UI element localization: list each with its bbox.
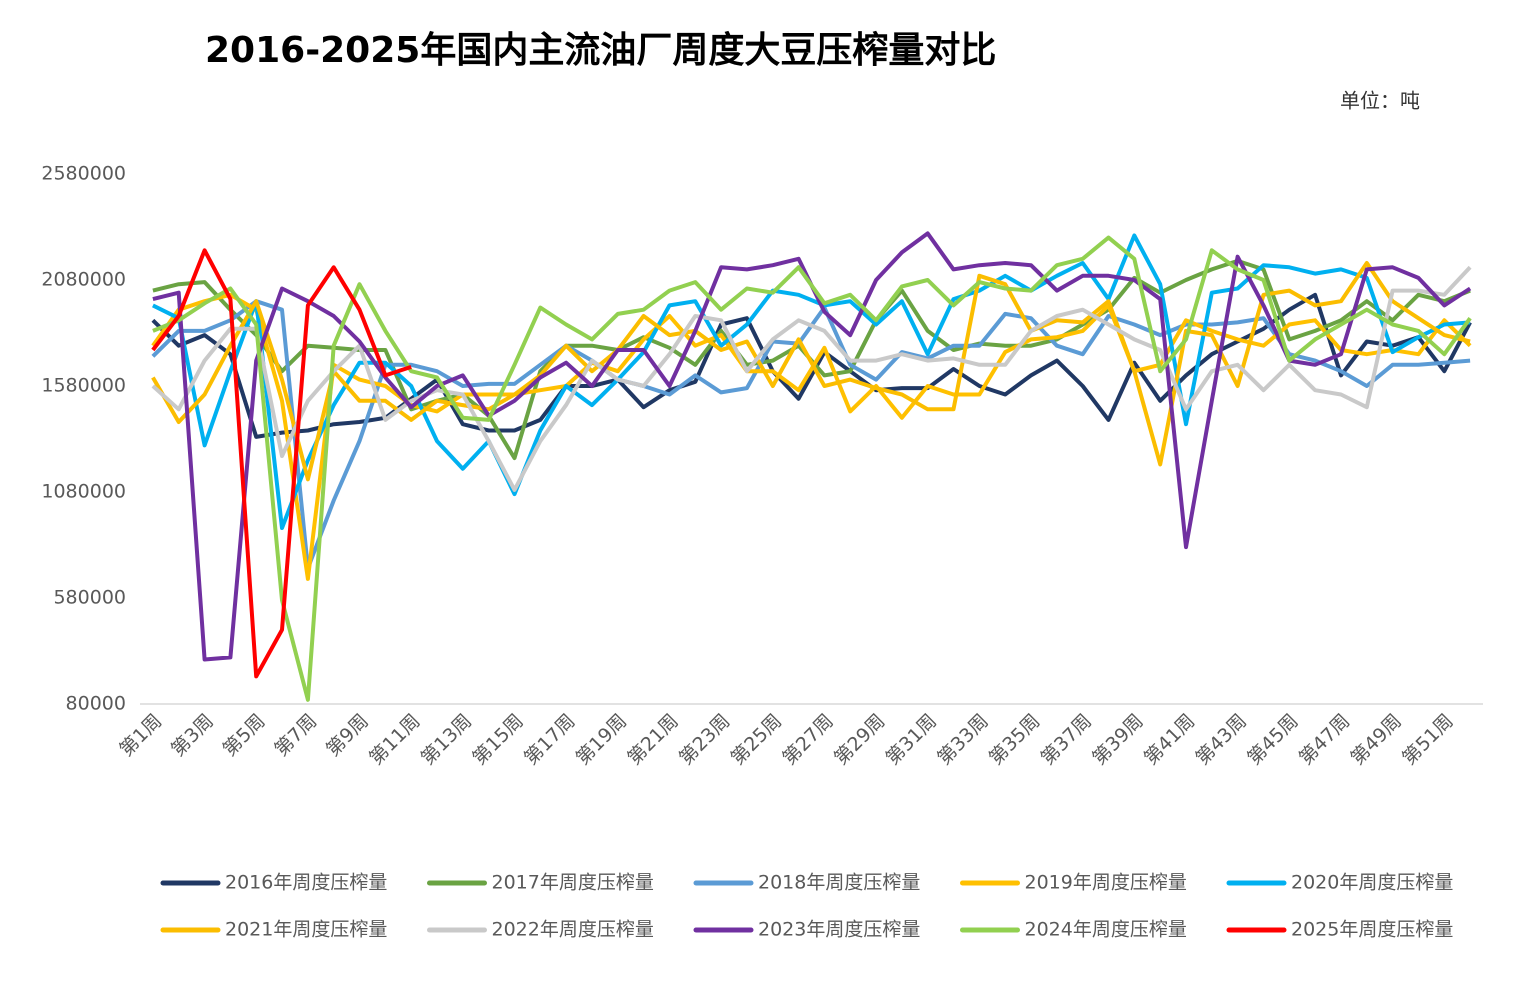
x-tick-label: 第47周: [1295, 710, 1355, 770]
series-line: [151, 265, 1472, 492]
x-tick-label: 第25周: [727, 710, 787, 770]
x-tick-label: 第43周: [1192, 710, 1252, 770]
x-tick-label: 第49周: [1347, 710, 1407, 770]
y-tick-label: 580000: [53, 587, 126, 609]
x-tick-label: 第41周: [1140, 710, 1200, 770]
x-tick-label: 第19周: [572, 710, 632, 770]
x-tick-label: 第11周: [365, 710, 425, 770]
legend-label: 2017年周度压榨量: [492, 872, 654, 894]
series-line: [151, 261, 1471, 482]
x-tick-label: 第35周: [985, 710, 1045, 770]
x-tick-label: 第29周: [830, 710, 890, 770]
x-tick-label: 第15周: [468, 710, 528, 770]
legend-label: 2024年周度压榨量: [1025, 919, 1187, 941]
legend-label: 2019年周度压榨量: [1025, 872, 1187, 894]
x-tick-label: 第17周: [520, 710, 580, 770]
x-tick-label: 第31周: [882, 710, 942, 770]
legend-label: 2025年周度压榨量: [1291, 919, 1453, 941]
x-tick-label: 第13周: [417, 710, 477, 770]
series-line: [152, 235, 1472, 702]
legend-label: 2016年周度压榨量: [225, 872, 387, 894]
legend-label: 2022年周度压榨量: [492, 919, 654, 941]
legend-label: 2018年周度压榨量: [758, 872, 920, 894]
x-tick-label: 第37周: [1037, 710, 1097, 770]
y-tick-label: 80000: [66, 693, 126, 715]
y-tick-label: 1080000: [41, 481, 126, 503]
series-line: [151, 292, 1472, 581]
y-tick-label: 2580000: [41, 163, 126, 185]
y-tick-label: 2080000: [41, 269, 126, 291]
chart-title: 2016-2025年国内主流油厂周度大豆压榨量对比: [205, 29, 996, 71]
x-tick-label: 第3周: [167, 710, 218, 761]
x-tick-label: 第23周: [675, 710, 735, 770]
x-tick-label: 第21周: [623, 710, 683, 770]
series-line: [151, 248, 412, 679]
y-tick-label: 1580000: [41, 375, 126, 397]
x-tick-label: 第51周: [1398, 710, 1458, 770]
legend-label: 2020年周度压榨量: [1291, 872, 1453, 894]
x-tick-label: 第5周: [219, 710, 270, 761]
x-tick-label: 第39周: [1088, 710, 1148, 770]
unit-label: 单位：吨: [1340, 89, 1420, 113]
x-tick-label: 第27周: [778, 710, 838, 770]
legend-label: 2023年周度压榨量: [758, 919, 920, 941]
series-line: [151, 299, 1471, 571]
legend-label: 2021年周度压榨量: [225, 919, 387, 941]
x-tick-label: 第45周: [1243, 710, 1303, 770]
x-tick-label: 第1周: [115, 710, 166, 761]
x-tick-label: 第7周: [270, 710, 321, 761]
x-tick-label: 第33周: [933, 710, 993, 770]
